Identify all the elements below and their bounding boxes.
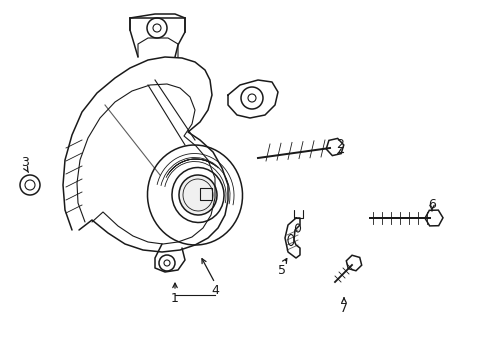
- Text: 5: 5: [278, 264, 285, 276]
- Text: 6: 6: [427, 198, 435, 211]
- Text: 7: 7: [339, 302, 347, 315]
- Ellipse shape: [179, 175, 217, 215]
- Text: 2: 2: [335, 139, 343, 152]
- Text: 3: 3: [21, 157, 29, 170]
- Text: 4: 4: [211, 284, 219, 297]
- Text: 1: 1: [171, 292, 179, 305]
